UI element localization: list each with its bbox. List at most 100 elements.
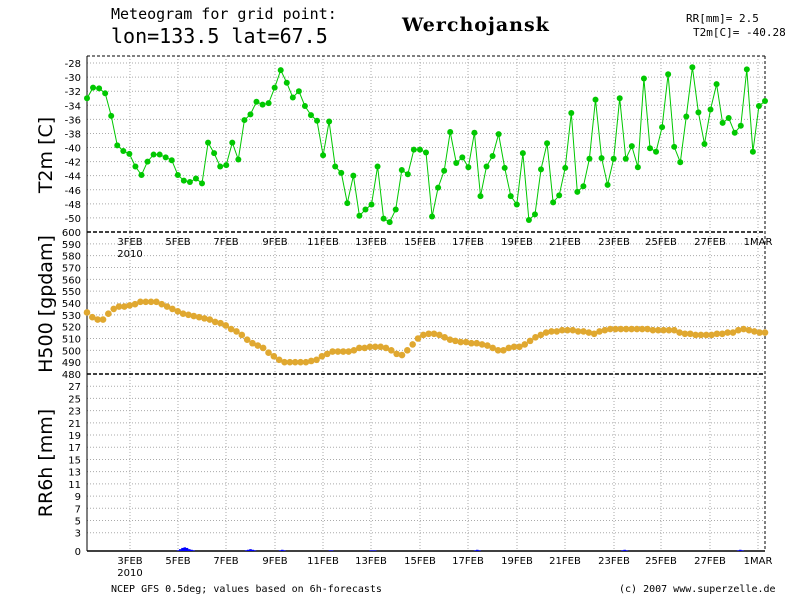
t2m-point [755,102,762,109]
t2m-point [265,100,272,107]
t2m-point [531,211,538,218]
t2m-point [731,129,738,136]
h500-point [510,343,518,351]
y-tick-label: 27 [68,382,81,393]
h500-point [489,344,497,352]
t2m-point [199,180,206,187]
t2m-point [713,81,720,88]
t2m-point [586,155,593,162]
t2m-point [102,90,109,97]
h500-point [665,326,673,334]
h500-point [628,325,635,333]
t2m-point [568,110,575,117]
h500-point [596,328,603,335]
t2m-point [392,206,399,213]
meteogram-title: Meteogram for grid point: [111,5,337,23]
h500-point [158,300,166,308]
h500-point [286,358,294,366]
h500-point [622,325,630,333]
rr-bar [251,549,255,551]
h500-point [526,337,534,345]
y-tick-label: -28 [65,59,81,70]
h500-point [169,305,176,313]
h500-point [350,347,358,354]
h500-point [420,331,427,339]
t2m-point [495,131,502,138]
h500-point [393,350,400,358]
t2m-point [283,79,290,86]
rr-bar [478,550,481,551]
h500-point [238,331,246,339]
x-tick-label: 27FEB [694,237,726,248]
x-tick-label: 5FEB [165,556,190,567]
h500-point [729,329,737,336]
t2m-point [289,94,296,101]
t2m-point [665,71,672,78]
h500-point [211,318,219,326]
h500-point [233,328,240,335]
h500-point [644,325,651,333]
t2m-point [695,109,702,116]
t2m-point [416,146,423,153]
t2m-point [556,192,563,199]
rr-bar [185,547,189,551]
y-tick-label: 15 [68,455,81,466]
t2m-point [737,122,744,129]
t2m-point [84,95,90,102]
h500-point [270,352,278,360]
h500-point [638,325,646,333]
h500-point [318,352,326,360]
t2m-point [398,167,405,174]
t2m-point [277,67,284,74]
y-tick-label: 600 [62,228,81,239]
rr-bar [188,549,191,551]
t2m-point [689,64,696,71]
t2m-point [162,154,169,161]
x-year-label: 2010 [117,249,142,260]
t2m-point [241,117,248,124]
t2m-point [132,163,139,170]
h500-point [505,344,513,352]
y-tick-label: 500 [62,346,81,357]
h500-point [548,328,555,335]
h500-point [702,331,710,339]
t2m-point [671,143,678,150]
h500-point [558,326,566,334]
h500-point [681,330,689,338]
x-tick-label: 23FEB [598,237,630,248]
x-tick-label: 13FEB [355,237,387,248]
h500-point [121,303,128,310]
h500-point [564,326,571,334]
x-tick-label: 11FEB [307,237,339,248]
h500-point [387,347,395,354]
h500-point [751,328,758,335]
h500-point [580,328,587,335]
t2m-point [507,193,514,200]
h500-point [323,350,331,358]
x-tick-label: 3FEB [117,556,142,567]
y-tick-label: -36 [65,115,81,126]
h500-point [313,356,320,364]
t2m-point [253,98,260,105]
rr6h-axis-label: RR6h [mm] [35,409,57,517]
t2m-point [429,213,436,220]
t2m-point [719,119,726,126]
t2m-point [653,148,660,155]
h500-point [468,339,475,347]
h500-point [457,338,465,346]
t2m-point [314,117,321,124]
rr-bar [176,550,180,551]
rr-bar [181,547,184,551]
x-year-label: 2010 [117,568,142,579]
t2m-point [174,171,181,178]
y-tick-label: 21 [68,419,81,430]
h500-point [174,307,182,315]
t2m-point [229,139,236,146]
t2m-point [186,179,193,186]
t2m-point [562,164,569,171]
t2m-point [223,162,230,169]
h500-point [590,330,598,338]
y-tick-label: -38 [65,129,81,140]
y-tick-label: 9 [75,492,81,503]
rr-summary: RR[mm]= 2.5 [686,12,759,25]
